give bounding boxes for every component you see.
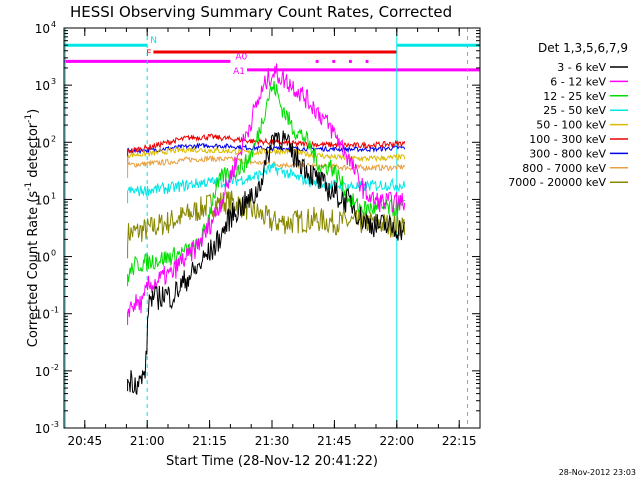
- x-tick-label: 21:15: [192, 434, 227, 448]
- legend-title: Det 1,3,5,6,7,9: [538, 41, 628, 55]
- y-axis-label-sup1: -1: [24, 182, 34, 191]
- series-line-3: [127, 80, 405, 287]
- x-tick-label: 21:30: [255, 434, 290, 448]
- y-axis-label-suffix: ): [26, 109, 41, 114]
- series-line-6: [127, 133, 406, 161]
- y-tick-label: 10: [35, 79, 50, 93]
- x-tick-label: 22:15: [442, 434, 477, 448]
- flag-label-N: N: [150, 36, 157, 46]
- series-line-9: [127, 190, 406, 259]
- y-axis-label-mid: detector: [26, 122, 41, 182]
- y-tick-exponent: 4: [51, 20, 56, 29]
- x-tick-label: 21:00: [130, 434, 165, 448]
- y-axis-label: Corrected Count Rate (s-1 detector-1): [24, 109, 41, 347]
- x-tick-label: 20:45: [68, 434, 103, 448]
- y-tick-label: 10: [35, 365, 50, 379]
- y-tick-label: 10: [35, 193, 50, 207]
- legend-label: 25 - 50 keV: [543, 104, 606, 117]
- footer-timestamp: 28-Nov-2012 23:03: [559, 468, 636, 477]
- flag-label-A0: A0: [235, 52, 247, 62]
- y-tick-label: 10: [35, 308, 50, 322]
- y-tick-label: 10: [35, 251, 50, 265]
- legend-label: 300 - 800 keV: [529, 147, 606, 160]
- flag-label-A1: A1: [233, 67, 245, 77]
- chart-title: HESSI Observing Summary Count Rates, Cor…: [70, 3, 452, 21]
- flag-bars: NF A0 A1: [64, 36, 480, 77]
- y-tick-exponent: 1: [51, 191, 56, 200]
- legend-label: 800 - 7000 keV: [522, 162, 606, 175]
- x-tick-label: 22:00: [380, 434, 415, 448]
- legend-label: 12 - 25 keV: [543, 90, 606, 103]
- legend-label: 100 - 300 keV: [529, 133, 606, 146]
- y-tick-label: 10: [35, 422, 50, 436]
- y-tick-exponent: 2: [51, 134, 56, 143]
- legend-label: 7000 - 20000 keV: [508, 176, 606, 189]
- series-line-2: [127, 63, 406, 325]
- series-line-4: [127, 162, 406, 204]
- x-axis-label: Start Time (28-Nov-12 20:41:22): [166, 454, 378, 469]
- series-line-5: [127, 146, 406, 170]
- y-axis-label-prefix: Corrected Count Rate (s: [26, 191, 41, 348]
- y-axis-label-sup2: -1: [24, 114, 34, 123]
- y-tick-exponent: -3: [51, 420, 59, 429]
- y-tick-label: 10: [35, 136, 50, 150]
- y-tick-exponent: -2: [51, 363, 59, 372]
- legend-label: 3 - 6 keV: [557, 61, 606, 74]
- legend-label: 6 - 12 keV: [550, 75, 606, 88]
- series-line-1: [127, 130, 406, 395]
- y-tick-exponent: -1: [51, 306, 59, 315]
- series-lines: [127, 63, 406, 395]
- legend-label: 50 - 100 keV: [536, 119, 606, 132]
- y-tick-exponent: 3: [51, 77, 56, 86]
- y-tick-label: 10: [35, 22, 50, 36]
- series-line-7: [127, 142, 406, 164]
- y-tick-exponent: 0: [51, 249, 56, 258]
- x-tick-label: 21:45: [317, 434, 352, 448]
- flag-label-F: F: [146, 49, 151, 59]
